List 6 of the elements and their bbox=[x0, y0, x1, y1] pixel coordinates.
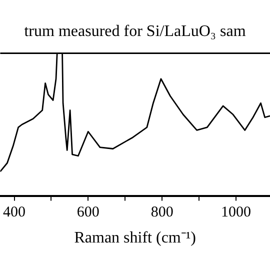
x-axis-title: Raman shift (cm⁻¹) bbox=[74, 230, 196, 247]
x-tick-label: 800 bbox=[150, 204, 174, 221]
x-tick-label: 600 bbox=[76, 204, 100, 221]
x-tick-label: 400 bbox=[3, 204, 26, 221]
chart-title: trum measured for Si/LaLuO₃ sam bbox=[24, 22, 246, 40]
x-tick-label: 1000 bbox=[221, 204, 251, 221]
